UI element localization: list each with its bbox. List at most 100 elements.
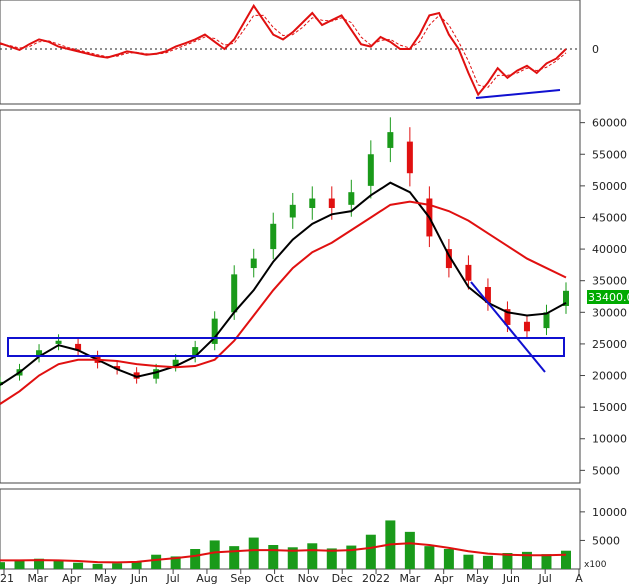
- x-tick-label: Mar: [27, 572, 48, 585]
- candle-body: [563, 290, 569, 306]
- candle-body: [36, 350, 43, 357]
- x-tick-label: Sep: [230, 572, 251, 585]
- candle-body: [406, 141, 413, 174]
- x-tick-label: 2022: [362, 572, 390, 585]
- candle-body: [270, 223, 277, 250]
- x-tick-label: Nov: [298, 572, 320, 585]
- candle-body: [75, 343, 82, 351]
- volume-bar: [151, 554, 162, 569]
- last-price-badge: [587, 290, 629, 304]
- candle-body: [133, 372, 140, 379]
- volume-bar: [0, 562, 5, 569]
- x-tick-label: Aug: [196, 572, 217, 585]
- price-tick-label: 50000: [592, 180, 627, 193]
- price-tick-label: 10000: [592, 433, 627, 446]
- x-tick-label: Dec: [332, 572, 353, 585]
- volume-bar: [229, 546, 240, 569]
- candle-body: [211, 318, 218, 344]
- candle-body: [114, 366, 121, 370]
- x-tick-label: Jul: [165, 572, 179, 585]
- candle-body: [348, 192, 355, 205]
- candle-body: [328, 198, 335, 208]
- volume-bar: [112, 563, 123, 569]
- candle-body: [465, 264, 472, 281]
- price-tick-label: 20000: [592, 370, 627, 383]
- x-tick-label: Jul: [538, 572, 552, 585]
- candle-body: [523, 321, 530, 332]
- candle-body: [192, 347, 199, 357]
- x-tick-label: 21: [0, 572, 14, 585]
- x-tick-label: Apr: [62, 572, 82, 585]
- x-tick-label: Jun: [502, 572, 520, 585]
- volume-bar: [326, 548, 337, 569]
- volume-bar: [424, 546, 435, 569]
- volume-bar: [248, 537, 259, 569]
- price-tick-label: 60000: [592, 117, 627, 130]
- x-tick-label: May: [94, 572, 117, 585]
- x-tick-label: Mar: [399, 572, 420, 585]
- price-tick-label: 15000: [592, 401, 627, 414]
- volume-bar: [53, 561, 64, 569]
- last-price-label: 33400.00: [588, 291, 629, 304]
- candle-body: [367, 154, 374, 186]
- x-tick-label: May: [466, 572, 489, 585]
- volume-bar: [209, 540, 220, 569]
- candle-body: [172, 359, 179, 367]
- volume-bar: [170, 556, 181, 569]
- moving-average-1: [0, 200, 567, 405]
- price-tick-label: 35000: [592, 275, 627, 288]
- volume-bar: [443, 549, 454, 569]
- volume-bar: [92, 563, 103, 569]
- x-tick-label: Oct: [265, 572, 285, 585]
- volume-bar: [502, 553, 513, 569]
- volume-bar: [34, 558, 45, 569]
- support-zone-box: [7, 337, 565, 357]
- volume-bar: [541, 554, 552, 569]
- oscillator-series-0: [0, 3, 567, 97]
- volume-bar: [307, 543, 318, 569]
- volume-bar: [268, 545, 279, 569]
- price-tick-label: 55000: [592, 148, 627, 161]
- volume-bar: [131, 561, 142, 569]
- price-tick-label: 40000: [592, 243, 627, 256]
- oscillator-divergence-line: [475, 89, 561, 99]
- candle-body: [543, 312, 550, 329]
- volume-bar: [561, 550, 571, 569]
- candle-body: [504, 309, 511, 325]
- volume-bar: [404, 531, 415, 569]
- price-tick-label: 30000: [592, 306, 627, 319]
- oscillator-panel: 0: [0, 0, 599, 105]
- candle-body: [55, 340, 62, 344]
- volume-bar: [521, 551, 532, 569]
- volume-tick-label: 10000: [592, 506, 627, 519]
- price-tick-label: 25000: [592, 338, 627, 351]
- x-tick-label: Jun: [130, 572, 148, 585]
- downtrend-line: [470, 281, 546, 373]
- candle-body: [387, 132, 394, 148]
- volume-bar: [365, 534, 376, 569]
- volume-unit-label: x100: [584, 560, 607, 570]
- price-tick-label: 5000: [592, 464, 620, 477]
- moving-average-0: [0, 181, 567, 386]
- candle-body: [289, 204, 296, 218]
- volume-average-line: [0, 542, 567, 564]
- volume-bar: [14, 560, 25, 569]
- candle-body: [309, 198, 316, 208]
- volume-bar: [463, 554, 474, 569]
- candle-body: [250, 258, 257, 269]
- volume-tick-label: 5000: [592, 534, 620, 547]
- x-tick-label: A: [575, 572, 583, 585]
- price-panel: 5000 10000 15000 20000 25000 30000 35000 40000 4…: [0, 109, 629, 484]
- oscillator-zero-label: 0: [592, 43, 599, 56]
- volume-bar: [482, 555, 493, 569]
- candle-body: [231, 274, 238, 313]
- volume-bar: [190, 549, 201, 569]
- x-tick-label: Apr: [434, 572, 454, 585]
- x-axis: 21 Mar Apr May Jun Jul Aug Sep Oct Nov Dec 2022 Mar A…: [0, 569, 583, 585]
- price-tick-label: 45000: [592, 211, 627, 224]
- volume-bar: [287, 547, 298, 569]
- candle-body: [445, 249, 452, 269]
- volume-bar: [73, 562, 84, 569]
- candle-body: [484, 287, 491, 303]
